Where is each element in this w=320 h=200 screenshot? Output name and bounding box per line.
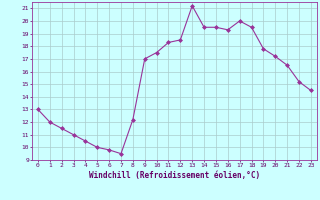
- X-axis label: Windchill (Refroidissement éolien,°C): Windchill (Refroidissement éolien,°C): [89, 171, 260, 180]
